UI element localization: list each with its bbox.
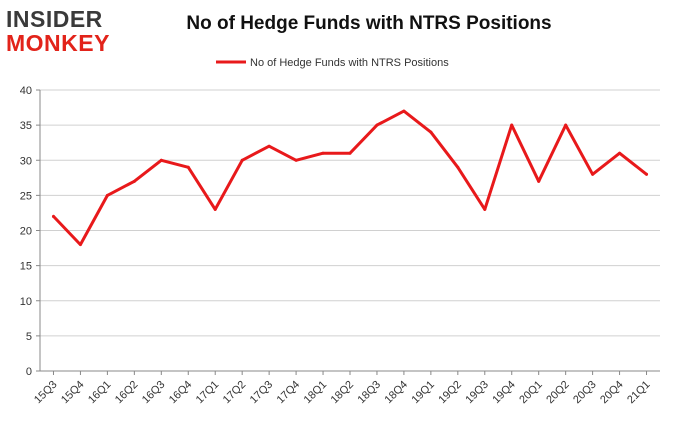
data-point (645, 172, 649, 176)
x-tick-label: 19Q4 (490, 379, 518, 407)
x-tick-label: 19Q1 (409, 379, 437, 407)
logo-line-1: INSIDER (6, 6, 103, 32)
data-point (186, 165, 190, 169)
y-tick-label: 40 (20, 85, 32, 97)
data-point (105, 193, 109, 197)
data-point (294, 158, 298, 162)
data-point (483, 207, 487, 211)
data-point (564, 123, 568, 127)
x-tick-label: 17Q1 (194, 379, 222, 407)
x-tick-label: 15Q3 (32, 379, 60, 407)
series-layer (51, 109, 649, 247)
x-tick-label: 18Q2 (329, 379, 357, 407)
axes (36, 89, 660, 375)
x-tick-label: 17Q2 (221, 379, 249, 407)
x-tick-label: 16Q2 (113, 379, 141, 407)
data-point (618, 151, 622, 155)
series-line (52, 109, 648, 247)
x-tick-label: 17Q4 (275, 379, 303, 407)
data-point (51, 214, 55, 218)
data-point (537, 179, 541, 183)
x-tick-label: 20Q3 (571, 379, 599, 407)
y-tick-label: 25 (20, 190, 32, 202)
x-tick-label: 17Q3 (248, 379, 276, 407)
legend-label: No of Hedge Funds with NTRS Positions (250, 57, 449, 69)
y-tick-label: 35 (20, 120, 32, 132)
y-tick-label: 30 (20, 155, 32, 167)
data-point (321, 151, 325, 155)
x-tick-label: 16Q4 (167, 379, 195, 407)
data-point (456, 165, 460, 169)
data-point (429, 130, 433, 134)
insider-monkey-logo: INSIDER MONKEY (6, 6, 126, 56)
data-point (159, 158, 163, 162)
x-tick-label: 19Q2 (436, 379, 464, 407)
y-tick-label: 10 (20, 296, 32, 308)
data-point (375, 123, 379, 127)
x-tick-label: 20Q1 (517, 379, 545, 407)
x-tick-label: 15Q4 (59, 379, 87, 407)
data-point (213, 207, 217, 211)
legend: No of Hedge Funds with NTRS Positions (216, 57, 449, 69)
data-point (132, 179, 136, 183)
logo-line-2: MONKEY (6, 30, 110, 56)
x-tick-label: 18Q3 (356, 379, 384, 407)
y-tick-label: 15 (20, 261, 32, 273)
x-tick-label: 20Q4 (598, 379, 626, 407)
x-tick-label: 20Q2 (544, 379, 572, 407)
x-tick-label: 21Q1 (625, 379, 653, 407)
data-point (240, 158, 244, 162)
x-tick-label: 19Q3 (463, 379, 491, 407)
y-tick-labels: 0 5 10 15 20 25 30 35 40 (20, 85, 32, 378)
x-tick-label: 16Q1 (86, 379, 114, 407)
x-tick-label: 16Q3 (140, 379, 168, 407)
data-point (591, 172, 595, 176)
data-point (402, 109, 406, 113)
y-tick-label: 20 (20, 226, 32, 238)
x-tick-label: 18Q1 (302, 379, 330, 407)
y-tick-label: 0 (26, 366, 32, 378)
data-point (510, 123, 514, 127)
x-tick-label: 18Q4 (383, 379, 411, 407)
y-tick-label: 5 (26, 331, 32, 343)
data-point (348, 151, 352, 155)
data-point (78, 243, 82, 247)
data-point (267, 144, 271, 148)
x-tick-labels: 15Q3 15Q4 16Q1 16Q2 16Q3 16Q4 17Q1 17Q2 17Q3 17Q4… (32, 379, 653, 407)
grid-lines (40, 89, 660, 372)
chart-title: No of Hedge Funds with NTRS Positions (186, 13, 552, 34)
